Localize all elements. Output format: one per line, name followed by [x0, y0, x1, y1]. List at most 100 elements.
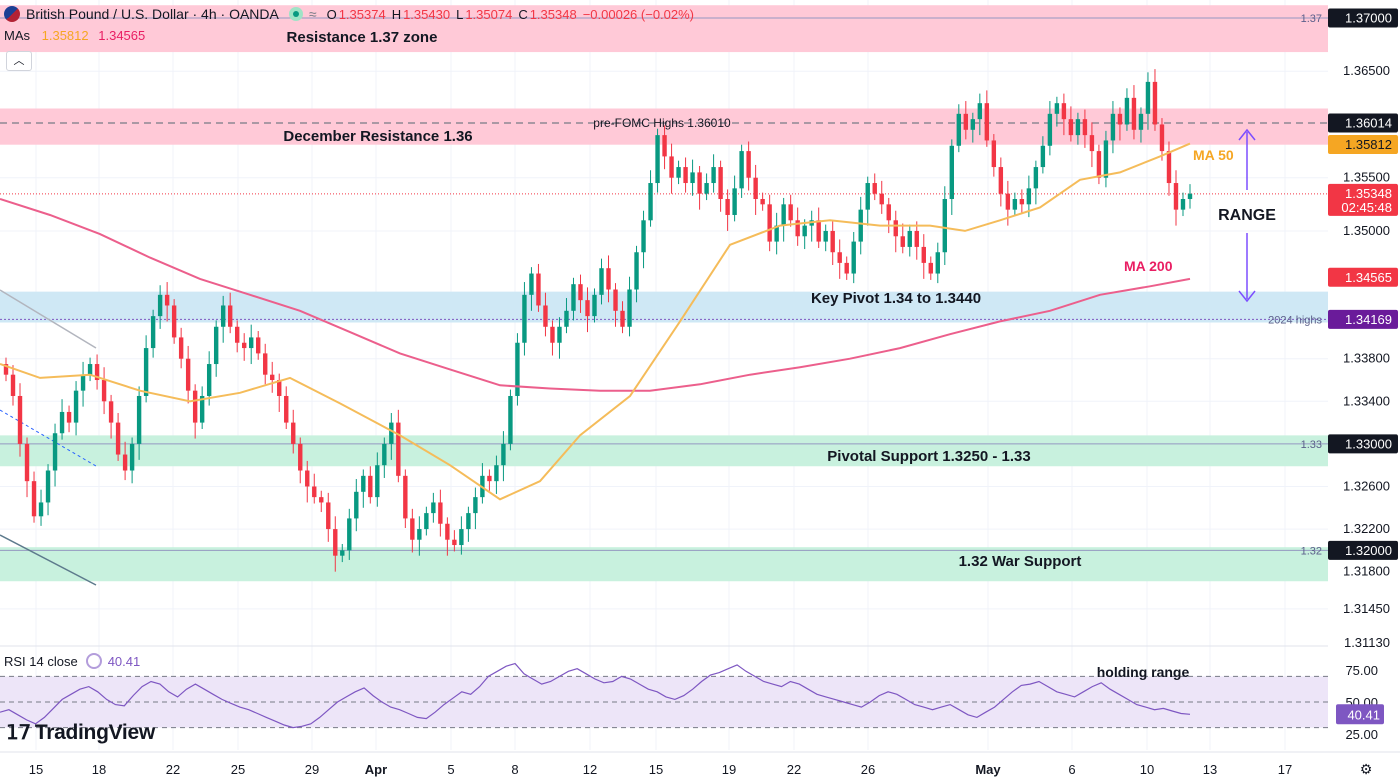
candle-body	[914, 230, 919, 247]
x-tick: 25	[231, 762, 245, 777]
candle-body	[3, 364, 9, 375]
candle-body	[417, 529, 422, 540]
y-tick: 1.31450	[1343, 601, 1390, 616]
candle-body	[627, 289, 632, 327]
candle-body	[466, 513, 471, 530]
candle-body	[641, 220, 646, 253]
mas-legend[interactable]: MAs 1.35812 1.34565	[4, 28, 145, 43]
rsi-value: 40.41	[107, 653, 141, 669]
candle-body	[557, 326, 562, 343]
candles	[3, 69, 1193, 572]
mas-label: MAs	[4, 28, 30, 43]
candle-body	[375, 465, 380, 498]
candle-body	[1005, 193, 1011, 210]
price-badge	[1328, 267, 1398, 287]
ma50-label: MA 50	[1193, 147, 1234, 163]
candle-body	[718, 167, 723, 200]
candle-body	[38, 502, 44, 517]
x-tick: 18	[92, 762, 106, 777]
price-badge	[1328, 134, 1398, 154]
zones	[0, 5, 1328, 582]
price-badge	[1328, 113, 1398, 133]
candle-body	[942, 199, 947, 253]
candle-body	[249, 337, 254, 349]
zone-label: 1.32 War Support	[959, 553, 1082, 570]
candle-body	[963, 113, 969, 130]
candle-body	[347, 518, 352, 551]
zone-support	[0, 435, 1328, 467]
candle-body	[746, 151, 751, 178]
candle-body	[1047, 113, 1053, 146]
ohlc-high: H 1.35430	[391, 6, 451, 22]
candle-body	[830, 230, 835, 253]
zone-label: December Resistance 1.36	[283, 128, 472, 145]
candle-body	[452, 539, 457, 546]
candle-body	[220, 305, 226, 327]
price-badge	[1328, 309, 1398, 329]
candle-body	[403, 475, 408, 519]
candle-body	[900, 236, 905, 247]
price-badge	[1328, 8, 1398, 28]
y-tick: 1.33800	[1343, 351, 1390, 366]
zone-support	[0, 547, 1328, 582]
candle-body	[648, 183, 653, 221]
candle-body	[844, 262, 849, 274]
rsi-badge	[1336, 704, 1384, 725]
candle-body	[17, 395, 23, 444]
candle-body	[571, 284, 576, 311]
y-tick: 1.32200	[1343, 521, 1390, 536]
ohlc-close: C 1.35348	[518, 6, 577, 22]
annotation-labels: Resistance 1.37 zone December Resistance …	[283, 29, 1276, 570]
rsi-axis-tick: 75.00	[1345, 663, 1378, 678]
candle-body	[326, 502, 331, 530]
candle-body	[606, 268, 611, 290]
compare-icon[interactable]: ≈	[308, 6, 317, 22]
rsi-badge-label: 40.41	[1347, 707, 1380, 722]
level-label: 2024 highs	[1268, 314, 1322, 326]
candle-body	[473, 497, 478, 514]
range-label: RANGE	[1218, 207, 1276, 224]
ma200-line	[0, 198, 1191, 392]
candle-body	[361, 475, 366, 492]
candle-body	[970, 119, 976, 130]
candle-body	[592, 294, 597, 317]
candle-body	[620, 310, 625, 327]
candle-body	[662, 135, 667, 157]
x-tick: May	[975, 762, 1001, 777]
level-lines: 1.37 1.33 1.32 2024 highs	[0, 13, 1328, 557]
candle-body	[263, 353, 268, 375]
candle-body	[305, 470, 310, 487]
candle-body	[872, 183, 877, 194]
candle-body	[459, 529, 464, 546]
pre-fomc-label: pre-FOMC Highs 1.36010	[593, 116, 731, 130]
symbol-title[interactable]: British Pound / U.S. Dollar · 4h · OANDA	[26, 6, 279, 22]
candle-body	[31, 481, 37, 517]
candle-body	[256, 337, 261, 354]
y-tick: 1.32600	[1343, 478, 1390, 493]
candle-body	[1026, 188, 1032, 205]
collapse-legend-button[interactable]: ︿	[6, 51, 32, 71]
candle-body	[389, 422, 394, 444]
candle-body	[1061, 103, 1067, 120]
candle-body	[319, 497, 324, 503]
rsi-legend[interactable]: RSI 14 close 40.41	[4, 653, 140, 669]
candle-body	[732, 188, 737, 215]
candle-body	[599, 268, 604, 295]
candle-body	[907, 230, 912, 247]
tradingview-logo[interactable]: 𝟣𝟩 TradingView	[6, 720, 155, 745]
candle-body	[1159, 124, 1165, 152]
candle-body	[634, 252, 639, 290]
rsi-settings-icon[interactable]	[85, 653, 102, 669]
chart-header: British Pound / U.S. Dollar · 4h · OANDA…	[0, 0, 700, 28]
candle-body	[613, 289, 618, 311]
candle-body	[1180, 199, 1186, 210]
candle-body	[564, 310, 569, 327]
candle-body	[242, 342, 247, 349]
ma50-line	[0, 142, 1191, 501]
candle-body	[185, 358, 191, 391]
candle-body	[171, 305, 177, 338]
candle-body	[445, 523, 450, 540]
candle-body	[851, 241, 856, 274]
